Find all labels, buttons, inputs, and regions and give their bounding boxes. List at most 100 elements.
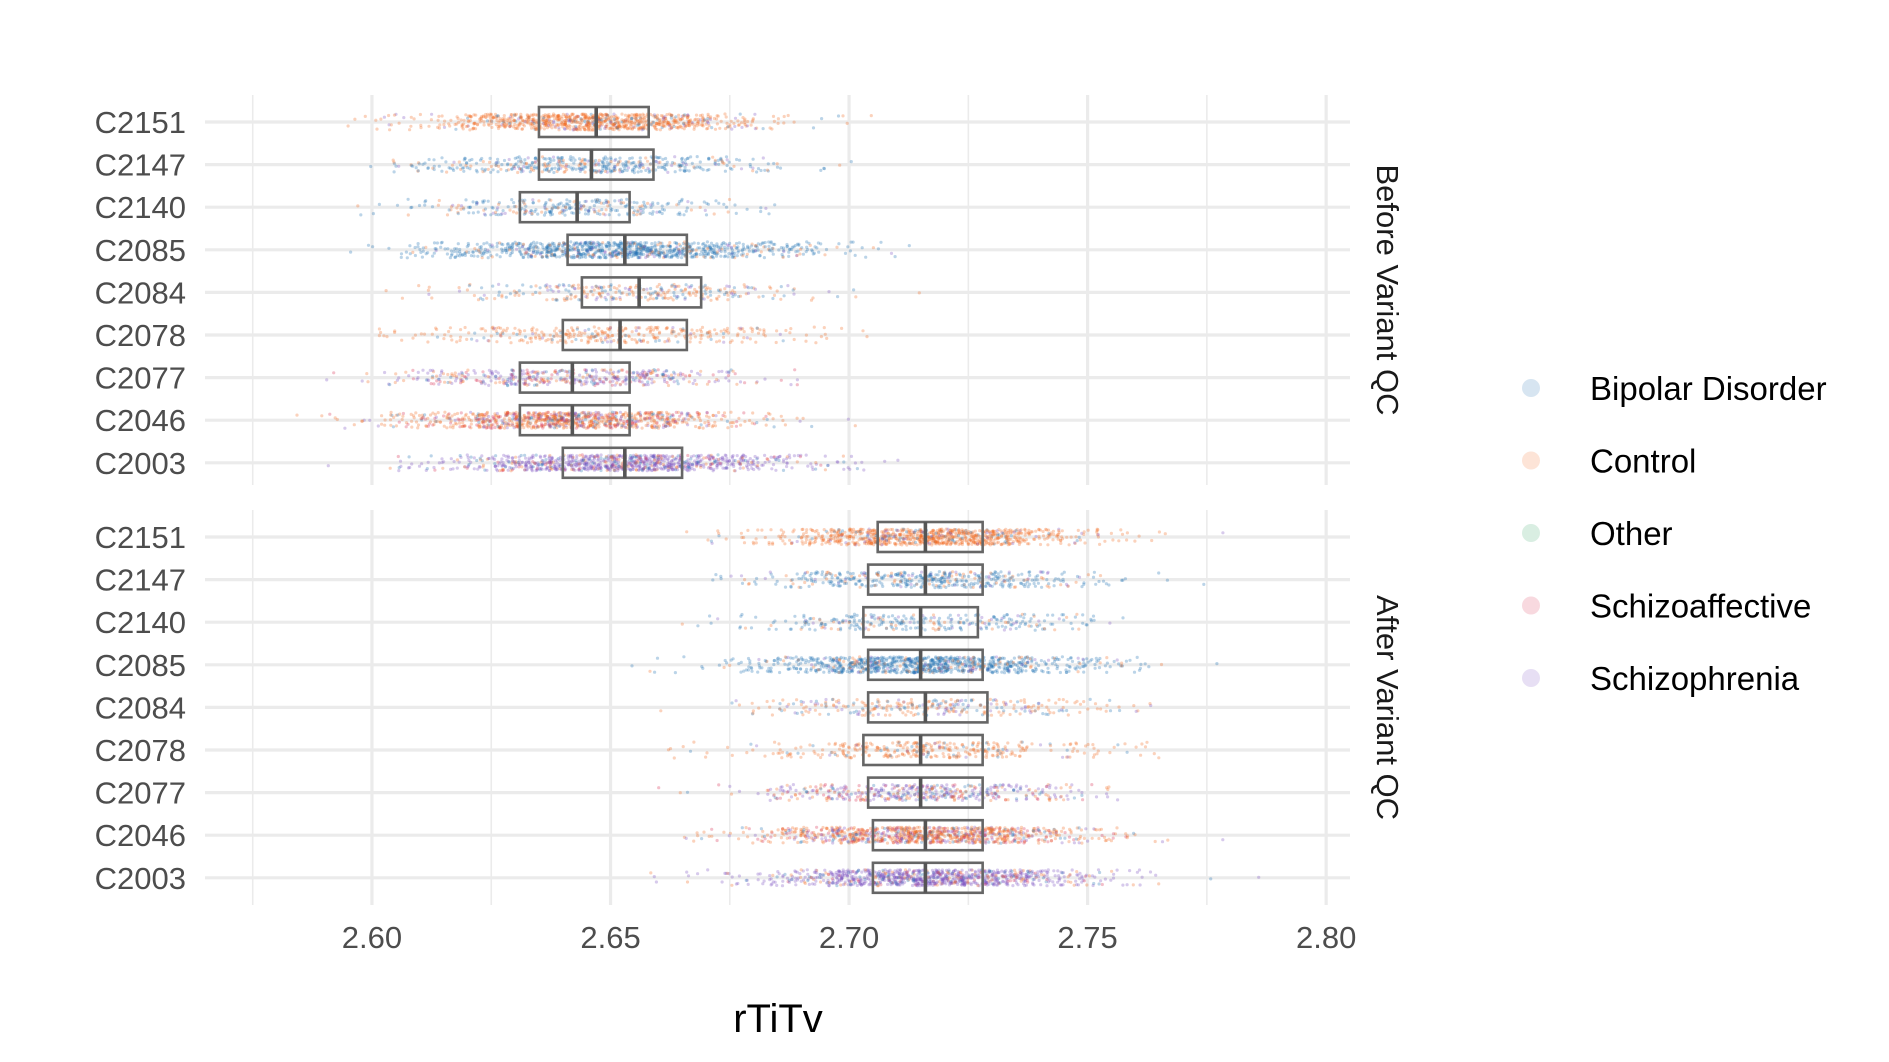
data-point [432,158,436,162]
data-point [597,417,601,421]
data-point [655,421,659,425]
data-point [508,125,512,129]
data-point [509,252,513,256]
data-point [432,251,436,255]
data-point [511,125,516,129]
data-point [592,204,597,208]
data-point [654,121,658,126]
data-point [447,208,451,212]
data-point [516,170,520,175]
data-point [739,167,744,171]
data-point [563,122,567,126]
data-point [705,120,710,124]
data-point [589,337,593,341]
data-point [701,242,705,246]
data-point [602,120,606,124]
data-point [320,414,324,418]
data-point [774,340,778,345]
data-point [449,375,453,379]
data-point [420,255,424,259]
data-point [377,334,381,338]
data-point [770,246,774,250]
data-point [672,420,676,425]
data-point [356,204,360,208]
data-point [545,120,549,124]
data-point [431,368,435,372]
data-point [580,113,584,117]
data-point [522,165,526,169]
data-point [597,291,601,295]
data-point [714,254,719,258]
data-point [394,372,398,376]
data-point [840,326,844,330]
data-point [678,414,682,418]
data-point [495,340,499,344]
data-point [638,125,643,130]
data-point [505,326,509,330]
data-point [392,415,396,419]
data-point [392,170,396,174]
data-point [479,118,484,122]
data-point [624,160,628,164]
data-point [511,421,515,425]
data-point [637,122,641,126]
data-point [458,338,462,343]
data-point [628,120,632,124]
data-point [669,248,673,252]
data-point [788,247,792,251]
data-point [552,334,557,338]
data-point [763,334,767,338]
y-tick-label: C2147 [95,148,186,183]
data-point [572,127,576,131]
data-point [682,213,686,217]
data-point [630,117,634,121]
data-point [556,123,560,128]
data-point [580,119,584,123]
data-point [679,288,683,292]
data-point [741,242,745,246]
data-point [600,122,604,127]
data-point [649,162,653,166]
data-point [490,119,494,123]
data-point [497,282,501,286]
data-point [395,203,400,207]
data-point [546,123,550,128]
data-point [505,242,510,246]
data-point [559,120,564,124]
data-point [548,333,552,337]
data-point [548,114,553,119]
data-point [507,416,511,420]
data-point [505,123,509,127]
data-point [578,380,582,384]
data-point [490,326,494,330]
data-point [527,115,531,120]
data-point [688,245,692,249]
data-point [518,246,522,250]
data-point [387,123,391,127]
data-point [442,123,446,127]
data-point [548,210,552,214]
data-point [570,340,574,344]
data-point [542,334,546,338]
data-point [598,377,602,381]
data-point [476,254,480,258]
data-point [600,246,604,250]
data-point [628,242,633,247]
data-point [769,286,773,290]
data-point [519,253,524,257]
data-point [685,421,689,425]
data-point [787,254,791,258]
data-point [771,252,775,256]
data-point [444,160,448,164]
data-point [604,113,608,117]
data-point [616,126,620,131]
data-point [613,410,617,415]
data-point [625,419,629,423]
data-point [771,114,776,118]
data-point [693,166,697,170]
data-point [711,413,715,417]
data-point [733,116,738,120]
data-point [635,115,639,119]
data-point [795,383,799,387]
data-point [624,118,628,122]
